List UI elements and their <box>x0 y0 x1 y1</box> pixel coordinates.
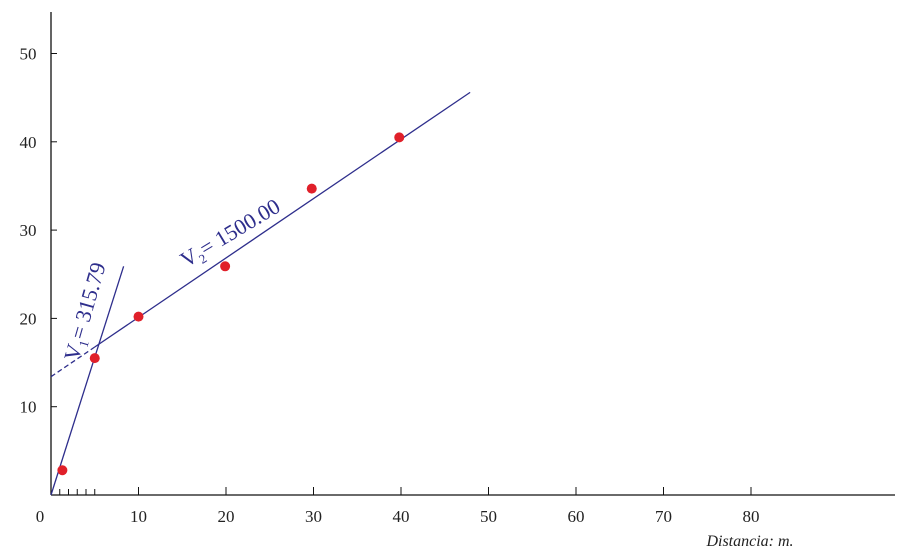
x-tick-label: 80 <box>743 507 760 526</box>
velocity-subscript: 1 <box>76 339 92 349</box>
data-point <box>57 465 68 476</box>
fit-line <box>50 266 125 496</box>
y-tick-label: 20 <box>20 309 37 328</box>
x-tick-label: 0 <box>36 507 45 526</box>
x-tick-label: 10 <box>130 507 147 526</box>
data-point <box>89 353 100 364</box>
y-tick-label: 10 <box>20 398 37 417</box>
data-point <box>394 132 405 143</box>
x-axis-label: Distancia: m. <box>705 533 793 550</box>
data-point <box>306 183 317 194</box>
y-tick-label: 30 <box>20 221 37 240</box>
x-tick-label: 70 <box>655 507 672 526</box>
fit-line <box>94 91 471 348</box>
fit-line <box>50 346 96 378</box>
data-point <box>220 261 231 272</box>
y-tick-label: 50 <box>20 45 37 64</box>
x-tick-label: 20 <box>218 507 235 526</box>
velocity-label: V1= 315.79 <box>59 260 114 365</box>
x-tick-label: 30 <box>305 507 322 526</box>
x-tick-label: 40 <box>393 507 410 526</box>
x-tick-label: 60 <box>568 507 585 526</box>
y-tick-label: 40 <box>20 133 37 152</box>
x-tick-label: 50 <box>480 507 497 526</box>
velocity-symbol: V <box>59 341 87 363</box>
data-point <box>133 311 144 322</box>
velocity-label: V2= 1500.00 <box>176 193 286 275</box>
